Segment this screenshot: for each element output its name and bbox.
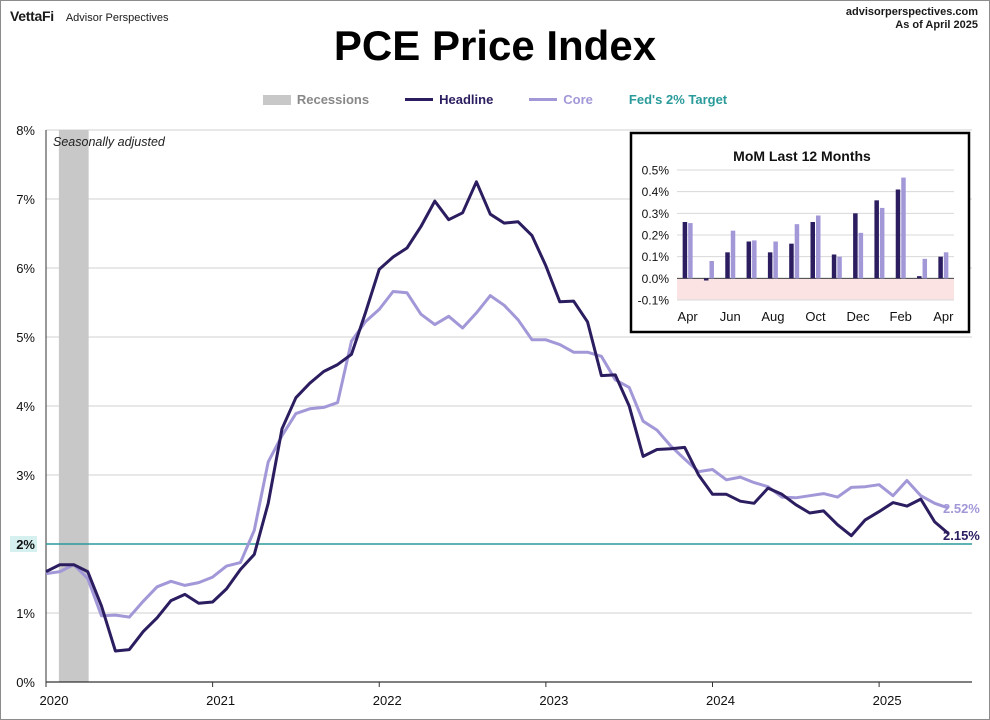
legend-swatch-core xyxy=(529,98,558,101)
inset-bar-core xyxy=(943,252,949,279)
inset-y-tick-label: 0.2% xyxy=(642,229,670,243)
inset-bar-core xyxy=(879,207,885,279)
inset-bar-headline xyxy=(938,256,943,279)
inset-x-tick-label: Oct xyxy=(805,309,826,324)
inset-negative-zone xyxy=(677,278,954,300)
inset-bar-headline xyxy=(682,222,688,279)
x-tick-label: 2021 xyxy=(206,693,235,708)
brand-name: Advisor Perspectives xyxy=(65,12,169,24)
inset-bar-core xyxy=(688,223,693,279)
target-label: 2% xyxy=(16,537,35,552)
x-tick-label: 2020 xyxy=(40,693,69,708)
inset-bar-core xyxy=(837,256,842,279)
y-tick-label: 5% xyxy=(16,330,35,345)
inset-bar-core xyxy=(709,261,714,279)
inset-bar-headline xyxy=(725,252,730,279)
legend-swatch-headline xyxy=(405,98,434,101)
annotation-seasonally-adjusted: Seasonally adjusted xyxy=(53,135,166,149)
legend-item-core: Core xyxy=(529,92,593,107)
chart-title: PCE Price Index xyxy=(333,22,657,69)
legend-label-recessions: Recessions xyxy=(296,92,370,107)
core-line xyxy=(45,290,949,619)
y-tick-label: 1% xyxy=(16,606,35,621)
inset-x-tick-label: Dec xyxy=(847,309,871,324)
legend-item-target: Fed's 2% Target xyxy=(629,92,727,107)
inset-x-tick-label: Feb xyxy=(890,309,912,324)
inset-y-tick-label: 0.5% xyxy=(642,164,670,178)
inset-x-tick-label: Apr xyxy=(933,309,954,324)
target-label-bg xyxy=(10,536,37,552)
inset-bar-core xyxy=(773,241,778,279)
x-tick-label: 2022 xyxy=(373,693,402,708)
inset-y-tick-label: 0.4% xyxy=(642,185,670,199)
inset-bar-core xyxy=(730,230,736,279)
inset-bar-headline xyxy=(810,222,815,279)
inset-bar-headline xyxy=(874,200,879,279)
inset-bar-core xyxy=(922,258,928,279)
inset-y-tick-label: 0.1% xyxy=(642,250,670,264)
inset-y-tick-label: 0.0% xyxy=(642,272,670,286)
inset-x-tick-label: Apr xyxy=(678,309,699,324)
inset-chart: MoM Last 12 Months -0.1% 0.0% 0.1% 0.2% 0.3% 0… xyxy=(629,131,971,334)
y-tick-label: 6% xyxy=(16,261,35,276)
inset-y-tick-label: 0.3% xyxy=(642,207,670,221)
inset-bar-headline xyxy=(853,213,858,279)
legend: Recessions Headline Core Fed's 2% Target xyxy=(0,92,990,107)
inset-title: MoM Last 12 Months xyxy=(733,148,871,164)
inset-bar-core xyxy=(752,240,757,279)
y-tick-label: 0% xyxy=(16,675,35,690)
x-tick-label: 2023 xyxy=(539,693,568,708)
y-tick-label: 7% xyxy=(16,192,35,207)
inset-bar-core xyxy=(794,224,800,279)
recession-band xyxy=(58,130,89,682)
legend-label-target: Fed's 2% Target xyxy=(628,92,728,107)
inset-bar-headline xyxy=(895,189,901,279)
source-site: advisorperspectives.com xyxy=(845,6,978,18)
legend-label-headline: Headline xyxy=(439,92,494,107)
inset-bar-headline xyxy=(831,254,837,279)
inset-bar-headline xyxy=(703,278,709,281)
headline-end-label: 2.15% xyxy=(943,528,980,543)
brand: VettaFi Advisor Perspectives xyxy=(10,8,169,24)
y-tick-label: 8% xyxy=(16,123,35,138)
inset-bar-core xyxy=(901,177,906,279)
vettafi-logo: VettaFi xyxy=(10,8,54,24)
y-tick-label: 3% xyxy=(16,468,35,483)
inset-bar-core xyxy=(816,215,821,279)
inset-x-tick-label: Aug xyxy=(761,309,784,324)
inset-bar-headline xyxy=(746,241,752,279)
inset-bar-headline xyxy=(789,243,794,279)
inset-bar-core xyxy=(858,232,864,279)
source-note: advisorperspectives.com As of April 2025 xyxy=(846,6,978,32)
as-of-date: As of April 2025 xyxy=(895,19,978,31)
core-end-label: 2.52% xyxy=(943,501,980,516)
legend-item-headline: Headline xyxy=(405,92,493,107)
x-tick-label: 2024 xyxy=(706,693,735,708)
headline-line xyxy=(45,180,950,653)
legend-swatch-recessions xyxy=(262,94,291,105)
x-tick-label: 2025 xyxy=(873,693,902,708)
inset-bar-headline xyxy=(917,276,922,279)
y-tick-label: 4% xyxy=(16,399,35,414)
legend-item-recessions: Recessions xyxy=(262,92,370,107)
inset-y-tick-label: -0.1% xyxy=(638,294,670,308)
legend-label-core: Core xyxy=(563,92,593,107)
inset-x-tick-label: Jun xyxy=(720,309,741,324)
inset-bar-headline xyxy=(767,252,773,279)
